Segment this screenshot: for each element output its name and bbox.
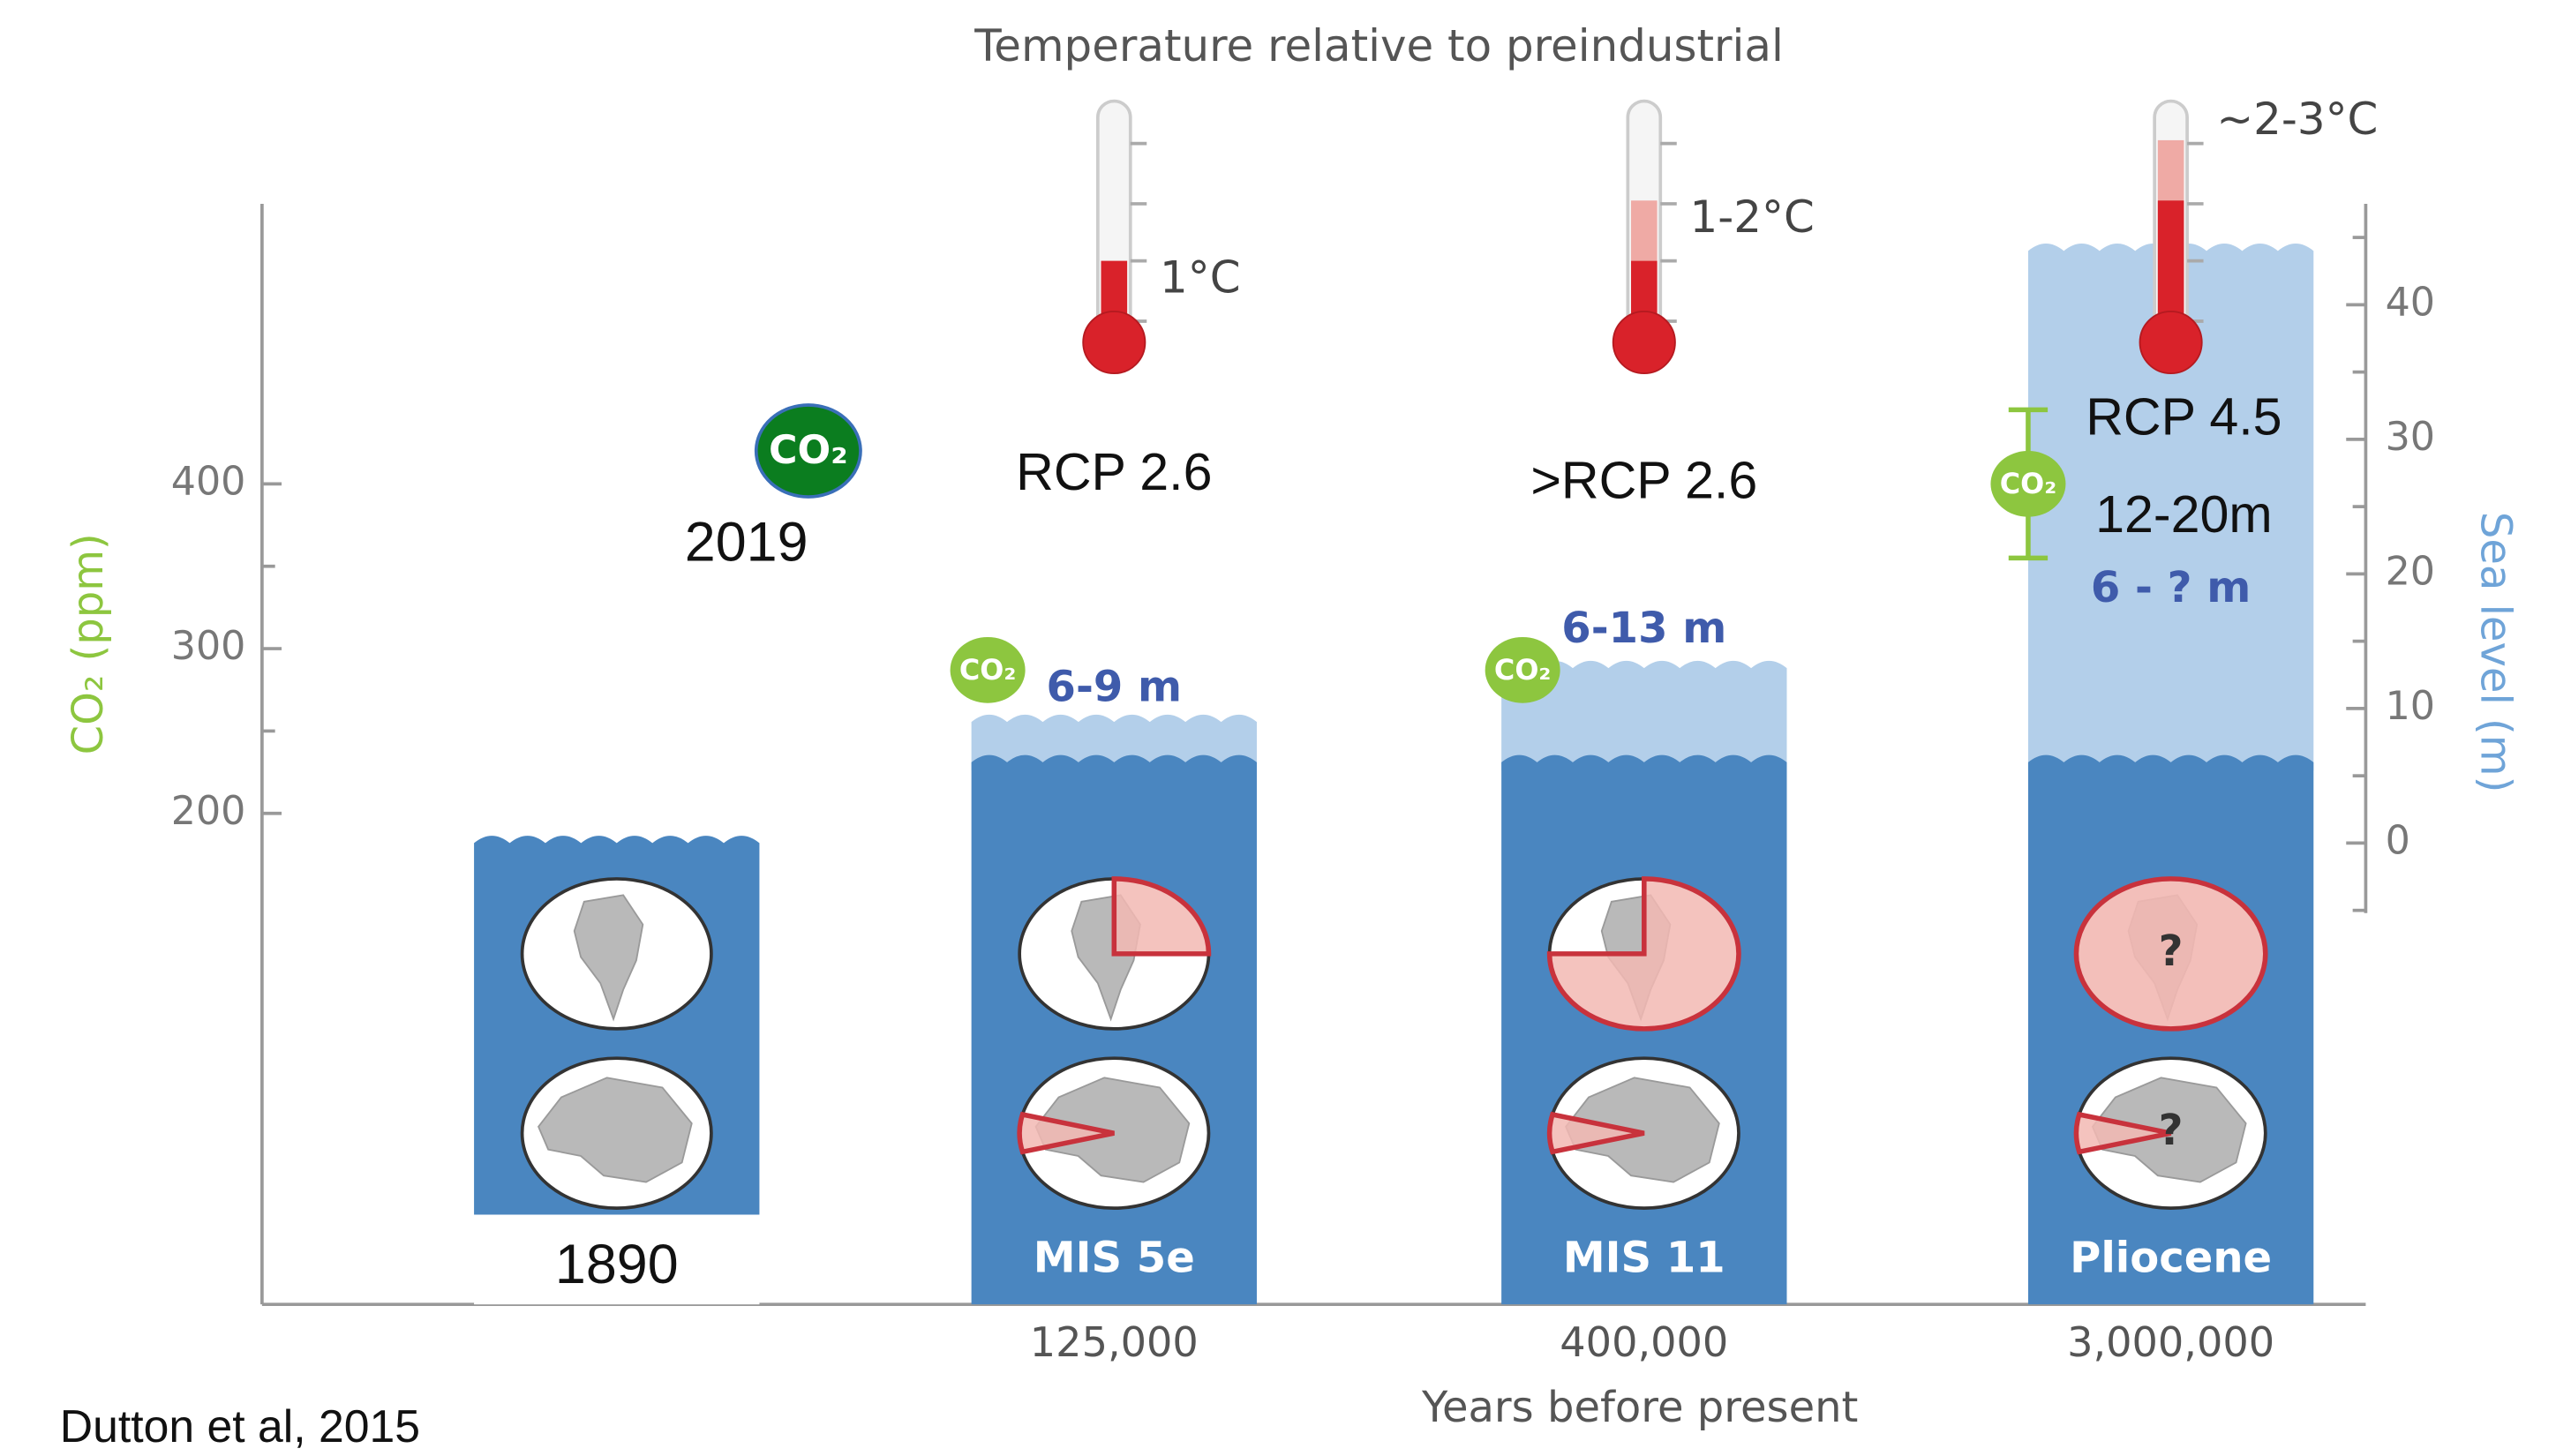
thermometer-bulb	[1082, 310, 1146, 375]
antarctica-shape	[1565, 1077, 1720, 1183]
sea-level-high	[2027, 244, 2314, 771]
co2-marker	[1990, 450, 2066, 517]
label-box	[474, 1214, 760, 1305]
y-tick-label: 400	[171, 459, 246, 504]
chart-title: Temperature relative to preindustrial	[974, 20, 1784, 71]
y2-tick-label: 40	[2386, 280, 2435, 325]
x-axis-label: Years before present	[1421, 1383, 1858, 1432]
greenland-loss	[2073, 876, 2268, 1032]
sea-level-label: 6 - ? m	[2091, 563, 2251, 612]
greenland-loss	[1546, 876, 1741, 1032]
y2-tick-label: 0	[2386, 818, 2410, 863]
antarctica-loss	[1546, 1111, 1645, 1155]
scenario-label: RCP 2.6	[1016, 442, 1212, 501]
x-tick-label: 125,000	[1030, 1318, 1199, 1366]
scenario-note: 12-20m	[2095, 484, 2272, 544]
y2-tick-label: 10	[2386, 684, 2435, 729]
era-label: MIS 11	[1563, 1233, 1725, 1282]
y2-tick-label: 20	[2386, 549, 2435, 594]
y-tick-label: 300	[171, 624, 246, 669]
co2-symbol: CO₂	[769, 428, 848, 473]
co2-marker	[1485, 636, 1560, 703]
x-tick-label: 3,000,000	[2067, 1318, 2274, 1366]
antarctica-note: ?	[2159, 1106, 2184, 1155]
scenario-label: RCP 4.5	[2086, 387, 2282, 446]
temperature-label: 1°C	[1160, 251, 1241, 303]
co2-marker	[950, 636, 1026, 703]
co2-now-label: 2019	[685, 512, 808, 574]
antarctica-loss	[1017, 1111, 1115, 1155]
source: Dutton et al, 2015	[60, 1400, 420, 1452]
co2-symbol: CO₂	[1494, 653, 1551, 687]
sea-level-label: 6-13 m	[1561, 604, 1726, 653]
co2-symbol: CO₂	[2000, 467, 2056, 500]
x-tick-label: 1890	[555, 1234, 679, 1295]
era-label: MIS 5e	[1034, 1233, 1195, 1282]
sea-level-high	[971, 714, 1257, 771]
greenland-loss	[1111, 876, 1212, 957]
greenland-shape	[573, 894, 644, 1022]
sea-level-label: 6-9 m	[1047, 663, 1183, 712]
antarctica-shape	[1034, 1077, 1191, 1183]
sea-level-high	[1501, 660, 1787, 771]
antarctica-loss	[2073, 1111, 2172, 1155]
y-tick-label: 200	[171, 789, 246, 834]
temperature-label: ~2-3°C	[2216, 94, 2378, 145]
era-label: Pliocene	[2070, 1233, 2272, 1282]
y2-axis-label: Sea level (m)	[2471, 512, 2521, 792]
co2-marker	[754, 403, 862, 499]
scenario-label: >RCP 2.6	[1530, 450, 1757, 509]
greenland-note: ?	[2159, 927, 2184, 976]
co2-symbol: CO₂	[959, 653, 1016, 687]
x-tick-label: 400,000	[1560, 1318, 1728, 1366]
thermometer-bulb	[1612, 310, 1676, 375]
antarctica-shape	[538, 1077, 693, 1183]
y2-tick-label: 30	[2386, 415, 2435, 460]
y-axis-label: CO₂ (ppm)	[64, 533, 113, 754]
antarctica-shape	[2091, 1077, 2247, 1183]
thermometer-bulb	[2139, 310, 2203, 375]
temperature-label: 1-2°C	[1690, 191, 1815, 243]
